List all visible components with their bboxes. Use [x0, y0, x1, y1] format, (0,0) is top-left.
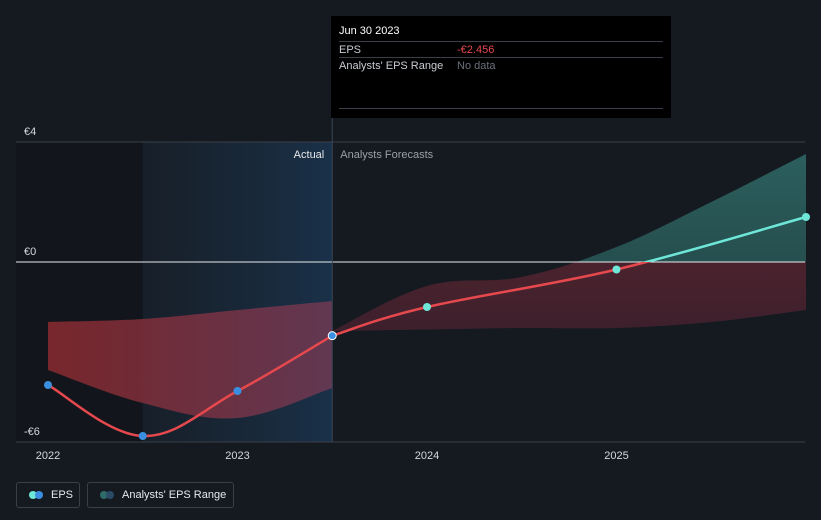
- y-tick-label: €0: [24, 246, 36, 258]
- tooltip-divider: [339, 108, 663, 109]
- range-band-actual: [48, 301, 333, 419]
- eps-point-actual: [233, 387, 242, 395]
- tooltip-date: Jun 30 2023: [339, 25, 400, 37]
- tooltip-eps-value: -€2.456: [457, 44, 495, 56]
- tooltip-range-label: Analysts' EPS Range: [339, 60, 444, 72]
- legend-range-button[interactable]: Analysts' EPS Range: [87, 482, 234, 508]
- eps-line-actual: [47, 334, 333, 438]
- eps-point-forecast: [423, 303, 431, 311]
- eps-line-forecast-positive: [641, 215, 807, 262]
- x-tick-label: 2023: [225, 450, 249, 462]
- tooltip: Jun 30 2023 EPS -€2.456 Analysts' EPS Ra…: [331, 16, 671, 118]
- eps-point-forecast: [802, 213, 810, 221]
- eps-line-forecast-negative: [331, 262, 652, 337]
- eps-point-actual: [138, 432, 147, 440]
- tooltip-eps-row: EPS -€2.456: [339, 41, 663, 56]
- legend-eps-button[interactable]: EPS: [16, 482, 80, 508]
- y-tick-label: €4: [24, 126, 36, 138]
- eps-point-actual: [44, 381, 52, 389]
- eps-legend-icon: [29, 491, 45, 499]
- x-tick-label: 2025: [604, 450, 628, 462]
- x-tick-label: 2024: [415, 450, 439, 462]
- x-tick-label: 2022: [36, 450, 60, 462]
- tooltip-range-value: No data: [457, 60, 496, 72]
- range-band-forecast-negative: [332, 262, 806, 331]
- actual-label: Actual: [294, 149, 325, 161]
- y-tick-label: -€6: [24, 426, 40, 438]
- range-legend-icon: [100, 491, 116, 499]
- forecast-label: Analysts Forecasts: [340, 149, 433, 161]
- legend-eps-label: EPS: [51, 489, 74, 501]
- eps-point-actual: [327, 331, 337, 341]
- tooltip-range-row: Analysts' EPS Range No data: [339, 57, 663, 72]
- tooltip-eps-label: EPS: [339, 44, 362, 56]
- range-band-forecast-positive: [576, 154, 806, 262]
- eps-point-forecast: [612, 265, 621, 274]
- legend-range-label: Analysts' EPS Range: [122, 489, 227, 501]
